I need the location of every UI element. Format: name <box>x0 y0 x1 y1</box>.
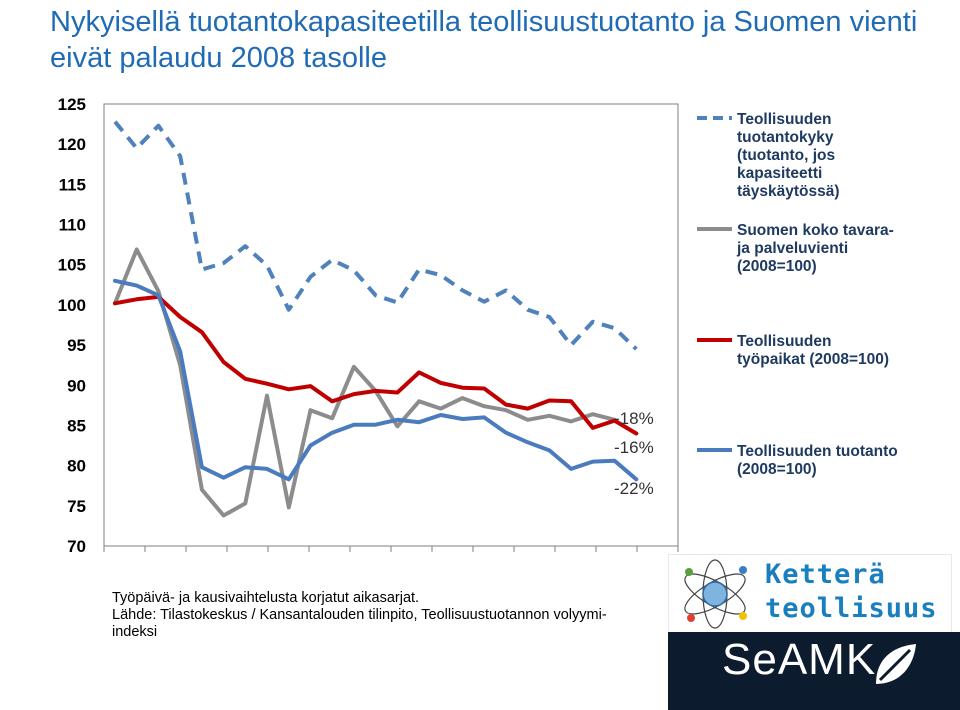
series-line-2 <box>113 247 617 518</box>
y-tick-label: 120 <box>58 135 86 154</box>
note-line-2: Lähde: Tilastokeskus / Kansantalouden ti… <box>112 607 607 640</box>
legend-label-3: Teollisuuden työpaikat (2008=100) <box>737 333 889 368</box>
source-note: Työpäivä- ja kausivaihtelusta korjatut a… <box>112 590 632 641</box>
end-label-3: -22% <box>614 479 654 498</box>
y-tick-label: 70 <box>67 537 86 556</box>
series-line-4 <box>113 278 639 482</box>
y-tick-label: 85 <box>67 416 86 435</box>
chart-legend: Teollisuuden tuotantokyky (tuotanto, jos ka… <box>697 111 898 478</box>
y-tick-label: 105 <box>58 256 86 275</box>
y-tick-label: 125 <box>58 95 86 114</box>
y-tick-label: 80 <box>67 457 86 476</box>
series-line-1 <box>113 120 638 351</box>
series-line-3 <box>113 294 639 436</box>
y-tick-label: 75 <box>67 497 86 516</box>
atom-icon <box>684 559 747 629</box>
chart-series <box>113 120 639 518</box>
logo-text-bottom: teollisuus <box>765 593 938 624</box>
y-tick-label: 115 <box>59 175 86 194</box>
legend-label-4: Teollisuuden tuotanto (2008=100) <box>737 443 898 478</box>
ketteraa-teollisuus-logo: Ketterä teollisuus <box>668 554 952 634</box>
end-labels: -18% -16% -22% <box>614 409 654 498</box>
logo-text-top: Ketterä <box>765 559 886 590</box>
note-line-1: Työpäivä- ja kausivaihtelusta korjatut a… <box>112 590 420 606</box>
legend-label-1: Teollisuuden tuotantokyky (tuotanto, jos ka… <box>737 111 840 200</box>
chart-axes <box>103 103 679 552</box>
chart-title: Nykyisellä tuotantokapasiteetilla teolli… <box>50 6 918 74</box>
seamk-brand: SeAMK <box>722 635 877 684</box>
y-tick-label: 100 <box>58 296 86 315</box>
legend-label-2: Suomen koko tavara-ja palveluvienti (2008… <box>736 222 894 275</box>
y-tick-label: 95 <box>67 336 86 355</box>
y-tick-label: 90 <box>67 376 86 395</box>
y-tick-label: 110 <box>59 216 86 235</box>
end-label-2: -16% <box>614 438 654 457</box>
end-label-1: -18% <box>614 409 654 428</box>
y-axis-ticks: 70 75 80 85 90 95 100 105 110 115 120 125 <box>58 95 86 556</box>
leaf-icon <box>876 644 916 684</box>
